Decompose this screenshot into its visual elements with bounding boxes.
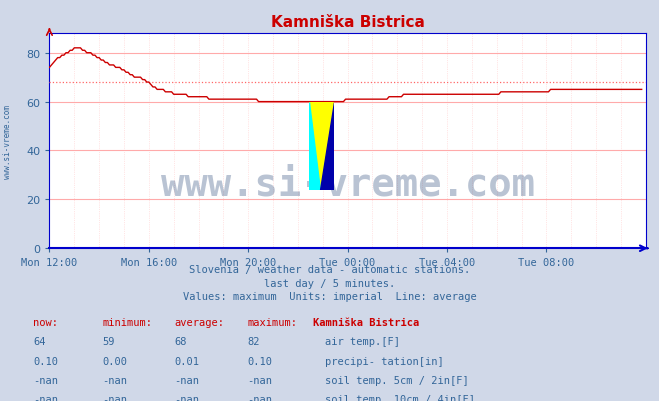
Text: -nan: -nan [175,375,200,385]
Polygon shape [320,103,334,191]
Text: 59: 59 [102,336,115,346]
Text: -nan: -nan [247,394,272,401]
Text: -nan: -nan [33,375,58,385]
Text: -nan: -nan [33,394,58,401]
Text: -nan: -nan [102,394,127,401]
Text: www.si-vreme.com: www.si-vreme.com [3,104,13,178]
Title: Kamniška Bistrica: Kamniška Bistrica [271,15,424,30]
Text: 64: 64 [33,336,45,346]
Text: Slovenia / weather data - automatic stations.: Slovenia / weather data - automatic stat… [189,265,470,275]
Text: average:: average: [175,317,225,327]
Text: Values: maximum  Units: imperial  Line: average: Values: maximum Units: imperial Line: av… [183,291,476,301]
Text: -nan: -nan [102,375,127,385]
Text: air temp.[F]: air temp.[F] [325,336,400,346]
Text: -nan: -nan [175,394,200,401]
Text: 0.00: 0.00 [102,356,127,366]
Polygon shape [309,103,334,191]
Text: minimum:: minimum: [102,317,152,327]
Text: www.si-vreme.com: www.si-vreme.com [161,165,534,203]
Text: 68: 68 [175,336,187,346]
Text: -nan: -nan [247,375,272,385]
Text: 0.01: 0.01 [175,356,200,366]
Text: now:: now: [33,317,58,327]
Text: precipi- tation[in]: precipi- tation[in] [325,356,444,366]
Text: Kamniška Bistrica: Kamniška Bistrica [313,317,419,327]
Text: last day / 5 minutes.: last day / 5 minutes. [264,278,395,288]
Text: soil temp. 10cm / 4in[F]: soil temp. 10cm / 4in[F] [325,394,475,401]
Text: maximum:: maximum: [247,317,297,327]
Text: 82: 82 [247,336,260,346]
Text: 0.10: 0.10 [33,356,58,366]
Polygon shape [309,103,320,191]
Text: soil temp. 5cm / 2in[F]: soil temp. 5cm / 2in[F] [325,375,469,385]
Text: 0.10: 0.10 [247,356,272,366]
